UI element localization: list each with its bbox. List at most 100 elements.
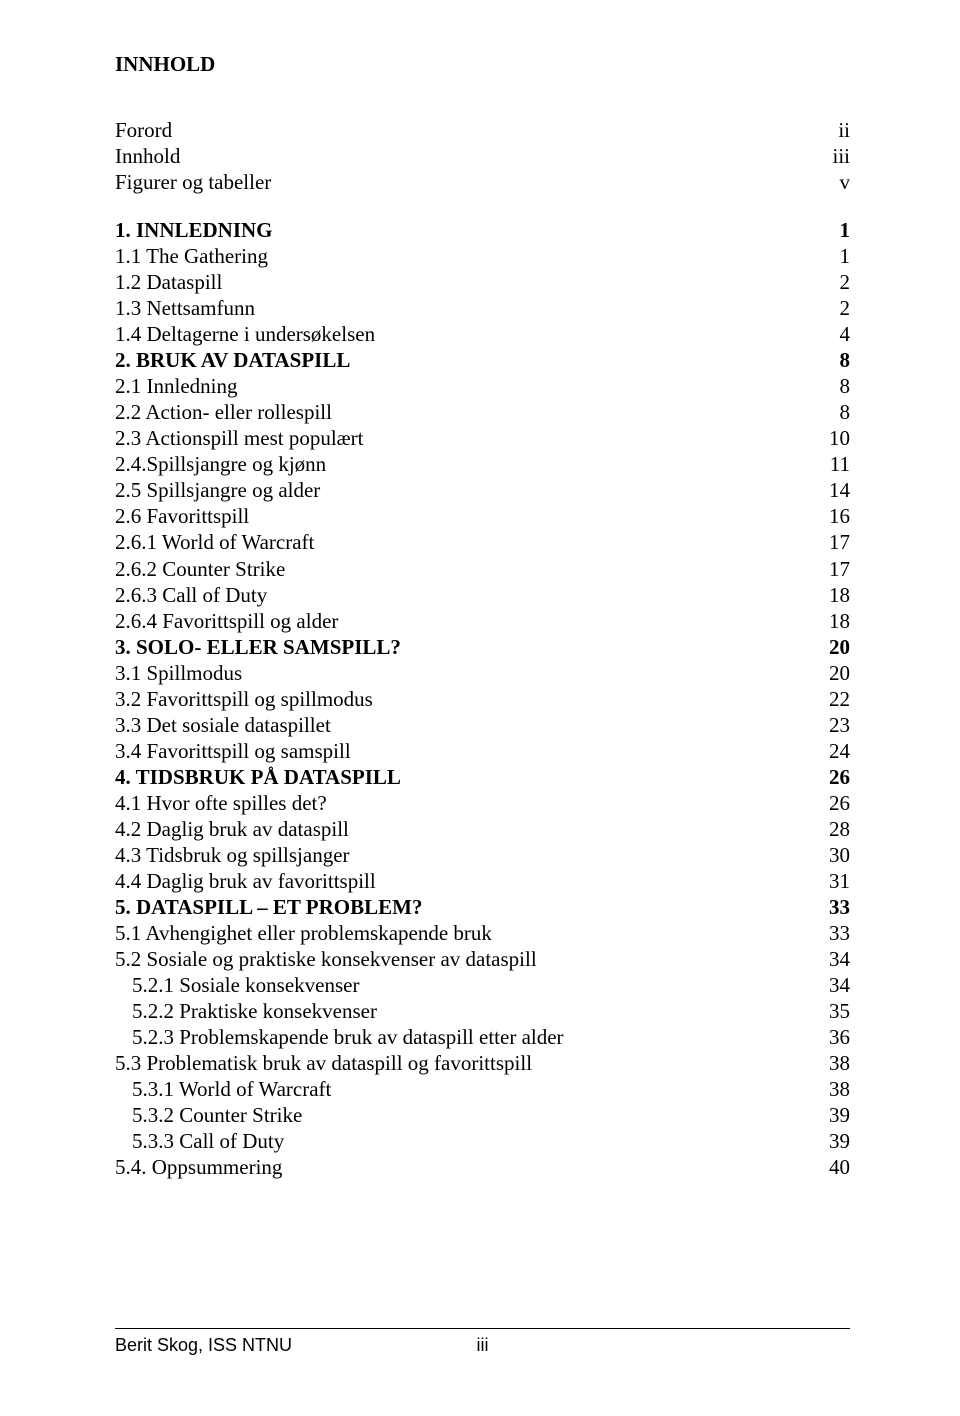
toc-label: 5.3.3 Call of Duty [132, 1128, 810, 1154]
toc-page-number: 22 [810, 686, 850, 712]
toc-label: 2.6.1 World of Warcraft [115, 529, 810, 555]
toc-label: Innhold [115, 143, 810, 169]
toc-label: 5.3 Problematisk bruk av dataspill og fa… [115, 1050, 810, 1076]
toc-label: 2.4.Spillsjangre og kjønn [115, 451, 810, 477]
toc-row: 5.1 Avhengighet eller problemskapende br… [115, 920, 850, 946]
toc-row: 4.3 Tidsbruk og spillsjanger30 [115, 842, 850, 868]
toc-page-number: 11 [810, 451, 850, 477]
toc-page-number: 20 [810, 634, 850, 660]
toc-label: 4.2 Daglig bruk av dataspill [115, 816, 810, 842]
footer-rule [115, 1328, 850, 1329]
toc-row: 5.4. Oppsummering40 [115, 1154, 850, 1180]
toc-label: 2.6 Favorittspill [115, 503, 810, 529]
toc-page-number: 24 [810, 738, 850, 764]
toc-row: 4.2 Daglig bruk av dataspill28 [115, 816, 850, 842]
toc-page-number: ii [810, 117, 850, 143]
toc-label: 2.2 Action- eller rollespill [115, 399, 810, 425]
toc-label: 2.1 Innledning [115, 373, 810, 399]
toc-page-number: 17 [810, 529, 850, 555]
toc-row: 2.1 Innledning8 [115, 373, 850, 399]
toc-row: 2.4.Spillsjangre og kjønn11 [115, 451, 850, 477]
toc-label: 4.1 Hvor ofte spilles det? [115, 790, 810, 816]
page-title: INNHOLD [115, 52, 850, 77]
toc-row: Figurer og tabellerv [115, 169, 850, 195]
toc-row: 1. INNLEDNING1 [115, 217, 850, 243]
toc-label: 5.2.1 Sosiale konsekvenser [132, 972, 810, 998]
toc-page-number: 8 [810, 373, 850, 399]
toc-row: 2.5 Spillsjangre og alder14 [115, 477, 850, 503]
toc-label: Forord [115, 117, 810, 143]
toc-row: 1.2 Dataspill2 [115, 269, 850, 295]
toc-label: 3.2 Favorittspill og spillmodus [115, 686, 810, 712]
toc-page-number: 10 [810, 425, 850, 451]
toc-label: 1. INNLEDNING [115, 217, 810, 243]
toc-page-number: 1 [810, 217, 850, 243]
toc-row: 5.3 Problematisk bruk av dataspill og fa… [115, 1050, 850, 1076]
toc-row: 2.6.1 World of Warcraft17 [115, 529, 850, 555]
toc-label: 1.4 Deltagerne i undersøkelsen [115, 321, 810, 347]
toc-page-number: 40 [810, 1154, 850, 1180]
toc-row: 5.3.3 Call of Duty39 [115, 1128, 850, 1154]
toc-page-number: 28 [810, 816, 850, 842]
toc-row: 5.2.3 Problemskapende bruk av dataspill … [115, 1024, 850, 1050]
toc-page-number: 20 [810, 660, 850, 686]
toc-label: 3.3 Det sosiale dataspillet [115, 712, 810, 738]
toc-label: 5.1 Avhengighet eller problemskapende br… [115, 920, 810, 946]
toc-row: 2.6.4 Favorittspill og alder18 [115, 608, 850, 634]
toc-row: 2.6.3 Call of Duty18 [115, 582, 850, 608]
toc-label: 4.3 Tidsbruk og spillsjanger [115, 842, 810, 868]
toc-page-number: 39 [810, 1102, 850, 1128]
toc-label: 1.3 Nettsamfunn [115, 295, 810, 321]
table-of-contents: ForordiiInnholdiiiFigurer og tabellerv 1… [115, 117, 850, 1180]
toc-label: 5.4. Oppsummering [115, 1154, 810, 1180]
toc-page-number: 16 [810, 503, 850, 529]
toc-row: 5.3.2 Counter Strike39 [115, 1102, 850, 1128]
toc-row: 4.1 Hvor ofte spilles det?26 [115, 790, 850, 816]
toc-label: 4.4 Daglig bruk av favorittspill [115, 868, 810, 894]
toc-label: 5.2.3 Problemskapende bruk av dataspill … [132, 1024, 810, 1050]
toc-page-number: 36 [810, 1024, 850, 1050]
toc-page-number: 35 [810, 998, 850, 1024]
toc-page-number: 2 [810, 269, 850, 295]
toc-label: Figurer og tabeller [115, 169, 810, 195]
toc-label: 1.2 Dataspill [115, 269, 810, 295]
toc-label: 1.1 The Gathering [115, 243, 810, 269]
toc-page-number: 8 [810, 399, 850, 425]
toc-row: 5.2.1 Sosiale konsekvenser34 [115, 972, 850, 998]
toc-page-number: 33 [810, 894, 850, 920]
toc-front-matter: ForordiiInnholdiiiFigurer og tabellerv [115, 117, 850, 195]
toc-page-number: 2 [810, 295, 850, 321]
toc-page-number: 8 [810, 347, 850, 373]
toc-row: 1.3 Nettsamfunn2 [115, 295, 850, 321]
toc-row: 2.6 Favorittspill16 [115, 503, 850, 529]
toc-page-number: 34 [810, 972, 850, 998]
toc-page-number: 39 [810, 1128, 850, 1154]
toc-page-number: 38 [810, 1050, 850, 1076]
toc-page-number: 33 [810, 920, 850, 946]
toc-row: 5.2 Sosiale og praktiske konsekvenser av… [115, 946, 850, 972]
toc-row: 5.2.2 Praktiske konsekvenser35 [115, 998, 850, 1024]
toc-page-number: 1 [810, 243, 850, 269]
toc-row: 2.3 Actionspill mest populært10 [115, 425, 850, 451]
page-footer: Berit Skog, ISS NTNU iii [115, 1328, 850, 1356]
toc-row: 3.2 Favorittspill og spillmodus22 [115, 686, 850, 712]
toc-label: 3.1 Spillmodus [115, 660, 810, 686]
footer-page-number: iii [115, 1335, 850, 1356]
toc-page-number: 18 [810, 608, 850, 634]
toc-row: Innholdiii [115, 143, 850, 169]
toc-label: 4. TIDSBRUK PÅ DATASPILL [115, 764, 810, 790]
toc-row: 2. BRUK AV DATASPILL8 [115, 347, 850, 373]
toc-page-number: 31 [810, 868, 850, 894]
toc-page-number: 26 [810, 790, 850, 816]
toc-page-number: 4 [810, 321, 850, 347]
toc-label: 2.6.3 Call of Duty [115, 582, 810, 608]
toc-row: Forordii [115, 117, 850, 143]
toc-row: 5. DATASPILL – ET PROBLEM?33 [115, 894, 850, 920]
toc-page-number: iii [810, 143, 850, 169]
toc-row: 1.1 The Gathering1 [115, 243, 850, 269]
toc-row: 2.6.2 Counter Strike17 [115, 556, 850, 582]
toc-page-number: 34 [810, 946, 850, 972]
toc-row: 3.4 Favorittspill og samspill24 [115, 738, 850, 764]
toc-label: 5.3.1 World of Warcraft [132, 1076, 810, 1102]
toc-label: 3. SOLO- ELLER SAMSPILL? [115, 634, 810, 660]
